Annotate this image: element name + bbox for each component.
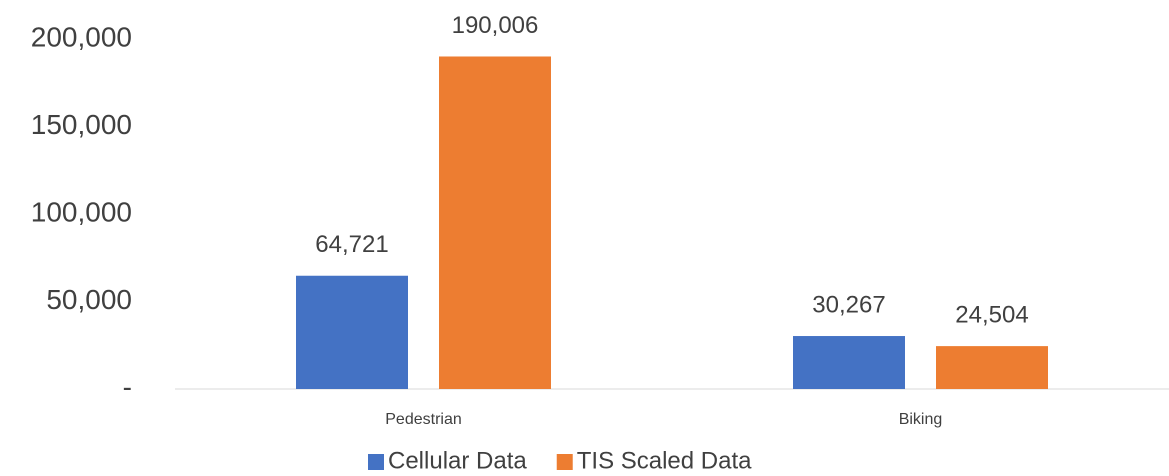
y-tick-label: 200,000 (31, 21, 132, 52)
bar (936, 346, 1048, 389)
value-label: 190,006 (452, 12, 539, 39)
legend-swatch (368, 454, 384, 470)
x-tick-label: Pedestrian (385, 411, 462, 428)
legend-label: TIS Scaled Data (577, 447, 752, 474)
y-tick-label: - (123, 371, 132, 402)
bar (793, 336, 905, 389)
bar (296, 275, 408, 389)
x-tick-label: Biking (899, 411, 943, 428)
bar (439, 56, 551, 389)
y-tick-label: 50,000 (46, 284, 132, 315)
value-label: 30,267 (812, 291, 885, 318)
value-label: 64,721 (315, 231, 388, 258)
y-tick-label: 150,000 (31, 109, 132, 140)
y-tick-label: 100,000 (31, 196, 132, 227)
legend-swatch (556, 454, 573, 470)
legend-label: Cellular Data (388, 447, 527, 474)
value-label: 24,504 (955, 301, 1028, 328)
